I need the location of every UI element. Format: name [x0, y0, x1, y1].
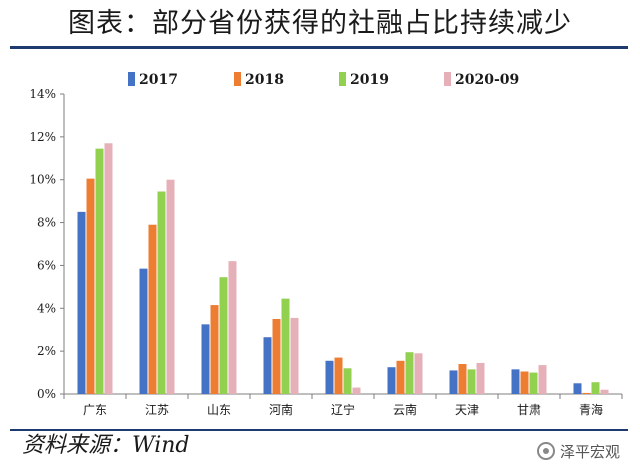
watermark: 泽平宏观 — [536, 440, 620, 462]
y-tick-label: 8% — [37, 216, 56, 230]
bar — [414, 353, 423, 394]
bar — [529, 372, 538, 394]
chart-bars — [77, 143, 609, 394]
chart-legend: 2017 2018 2019 2020-09 — [128, 72, 519, 88]
bar — [139, 268, 148, 394]
x-tick-label: 云南 — [393, 402, 417, 417]
y-tick-label: 6% — [37, 258, 56, 272]
y-tick-label: 10% — [29, 173, 56, 187]
bar — [201, 324, 210, 394]
bar — [281, 298, 290, 394]
x-tick-label: 天津 — [455, 403, 479, 417]
wechat-icon — [536, 442, 555, 460]
x-tick-label: 甘肃 — [517, 403, 541, 417]
x-tick-label: 山东 — [207, 403, 231, 417]
x-tick-label: 河南 — [269, 402, 293, 417]
source-divider — [10, 429, 628, 431]
source-note: 资料来源：Wind — [22, 433, 190, 458]
bar — [352, 387, 361, 394]
bar — [600, 389, 609, 394]
bar — [582, 392, 591, 394]
y-tick-label: 12% — [29, 130, 56, 144]
bar — [591, 382, 600, 394]
bar — [210, 305, 219, 394]
bar — [290, 317, 299, 394]
watermark-text: 泽平宏观 — [559, 442, 620, 461]
legend-swatch — [444, 72, 451, 86]
bar — [405, 352, 414, 394]
page-title: 图表：部分省份获得的社融占比持续减少 — [68, 8, 572, 39]
bar — [467, 369, 476, 394]
bar — [263, 337, 272, 394]
bar — [272, 319, 281, 394]
x-tick-label: 广东 — [83, 403, 107, 417]
x-tick-label: 江苏 — [145, 403, 169, 417]
bar — [86, 178, 95, 394]
bar — [157, 191, 166, 394]
legend-swatch — [128, 72, 135, 86]
y-tick-label: 4% — [37, 301, 56, 315]
chart-axes: 0% 2% 4% 6% 8% 10% 12% 14% 广东 江苏 山东 河南 辽宁 云南 天津 甘肃 青海 — [29, 87, 623, 417]
x-tick-label: 辽宁 — [331, 402, 355, 417]
legend-label: 2020-09 — [455, 72, 519, 88]
bar — [573, 383, 582, 394]
bar — [325, 360, 334, 394]
bar — [228, 261, 237, 394]
bar — [538, 365, 547, 394]
bar — [77, 211, 86, 394]
bar — [95, 148, 104, 394]
x-tick-label: 青海 — [579, 402, 603, 417]
legend-label: 2018 — [245, 72, 284, 88]
bar — [449, 370, 458, 394]
bar — [104, 143, 113, 394]
bar — [520, 371, 529, 394]
legend-swatch — [339, 72, 346, 86]
y-tick-label: 14% — [29, 87, 56, 101]
bar — [396, 360, 405, 394]
legend-label: 2019 — [350, 72, 389, 88]
y-tick-label: 2% — [37, 344, 56, 358]
bar — [458, 364, 467, 394]
bar — [343, 368, 352, 394]
bar — [166, 179, 175, 394]
bar — [334, 357, 343, 394]
title-divider — [10, 46, 628, 49]
bar — [476, 362, 485, 394]
legend-label: 2017 — [139, 72, 178, 88]
bar — [387, 367, 396, 394]
legend-swatch — [234, 72, 241, 86]
bar — [219, 277, 228, 394]
y-tick-label: 0% — [37, 387, 56, 401]
bar — [148, 224, 157, 394]
bar — [511, 369, 520, 394]
